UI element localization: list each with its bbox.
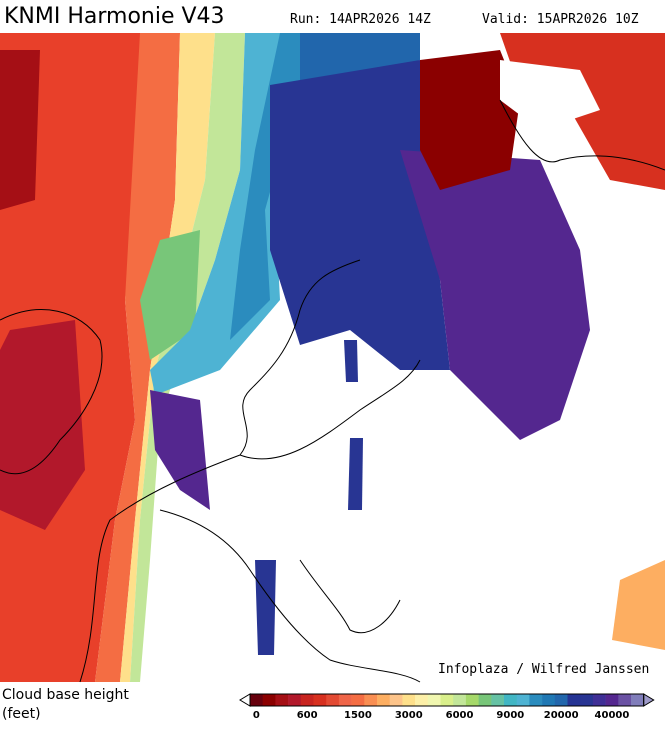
title: KNMI Harmonie V43: [4, 4, 225, 29]
colorbar-left-arrow: [239, 693, 251, 707]
colorbar-segment: [427, 694, 441, 706]
colorbar-segment: [554, 694, 568, 706]
colorbar-segment: [250, 694, 263, 706]
colorbar-segment: [326, 694, 340, 706]
colorbar-segment: [504, 694, 517, 706]
colorbar-segment: [605, 694, 619, 706]
colorbar: 0 600 1500 3000 6000 9000 20000 40000: [239, 693, 655, 721]
legend-unit: (feet): [2, 706, 41, 722]
borders: [0, 99, 665, 683]
colorbar-segment: [440, 694, 454, 706]
colorbar-label: 40000: [595, 710, 630, 721]
colorbar-label: 20000: [544, 710, 579, 721]
colorbar-label: 9000: [496, 710, 524, 721]
colorbar-segment: [288, 694, 302, 706]
colorbar-segment: [631, 694, 644, 706]
colorbar-segment: [542, 694, 556, 706]
colorbar-label: 0: [253, 710, 260, 721]
colorbar-segment: [618, 694, 632, 706]
colorbar-segment: [465, 694, 479, 706]
colorbar-segment: [529, 694, 543, 706]
colorbar-segment: [516, 694, 530, 706]
colorbar-segment: [402, 694, 416, 706]
colorbar-segment: [338, 694, 352, 706]
cloud-field: [0, 33, 665, 683]
colorbar-segment: [313, 694, 327, 706]
colorbar-segment: [478, 694, 492, 706]
colorbar-segment: [262, 694, 276, 706]
colorbar-segment: [580, 694, 594, 706]
colorbar-segment: [453, 694, 467, 706]
legend-title: Cloud base height: [2, 687, 129, 703]
colorbar-segment: [364, 694, 378, 706]
colorbar-label: 1500: [344, 710, 372, 721]
colorbar-segment: [491, 694, 505, 706]
map: [0, 33, 665, 683]
colorbar-segment: [300, 694, 314, 706]
credit: Infoplaza / Wilfred Janssen: [438, 662, 650, 677]
colorbar-segment: [275, 694, 289, 706]
colorbar-label: 6000: [446, 710, 474, 721]
colorbar-segment: [567, 694, 581, 706]
colorbar-segment: [415, 694, 429, 706]
colorbar-segment: [351, 694, 365, 706]
colorbar-label: 600: [297, 710, 318, 721]
colorbar-segment: [389, 694, 403, 706]
colorbar-segment: [377, 694, 390, 706]
colorbar-right-arrow: [643, 693, 655, 707]
colorbar-frame: [249, 693, 645, 707]
valid-time: Valid: 15APR2026 10Z: [482, 12, 639, 27]
run-time: Run: 14APR2026 14Z: [290, 12, 431, 27]
colorbar-label: 3000: [395, 710, 423, 721]
colorbar-segment: [592, 694, 606, 706]
